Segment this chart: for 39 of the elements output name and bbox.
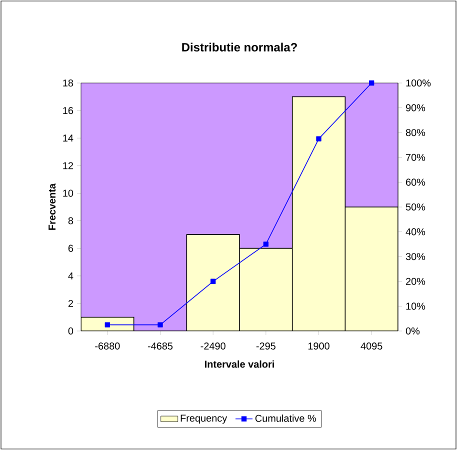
point [104, 322, 110, 328]
x-tick-label: 4095 [360, 342, 382, 350]
x-tick-label: -2490 [200, 342, 226, 350]
y-tick-label: 18 [63, 79, 74, 87]
y-tick-label: 4 [68, 272, 74, 280]
point [263, 242, 269, 247]
point [210, 278, 216, 284]
y-tick-label: 8 [68, 217, 74, 224]
y2-tick-label: 40% [406, 228, 426, 236]
y2-tick-label: 70% [406, 154, 426, 161]
y2-tick-label: 60% [406, 178, 426, 186]
point [316, 136, 322, 142]
legend-label: Frequency [180, 414, 228, 424]
y-axis-title: Frecventa [48, 183, 56, 230]
y-tick-label: 14 [63, 134, 74, 142]
bar [81, 317, 134, 331]
y-tick-label: 16 [63, 107, 74, 114]
y2-tick-label: 20% [406, 278, 426, 285]
y-tick-label: 12 [63, 162, 73, 170]
y2-tick-label: 0% [406, 327, 420, 335]
x-tick-label: -4685 [148, 342, 173, 350]
y2-tick-label: 30% [406, 253, 426, 260]
y-tick-label: 6 [68, 244, 74, 252]
chart-title: Distributie normala? [182, 42, 297, 52]
y2-tick-label: 10% [406, 302, 426, 310]
x-axis-title: Intervale valori [205, 360, 274, 368]
point [368, 80, 374, 86]
point [158, 322, 163, 328]
legend-label: Cumulative % [255, 414, 316, 422]
x-tick-label: -295 [256, 342, 276, 350]
y-tick-label: 0 [68, 327, 74, 335]
x-tick-label: 1900 [308, 342, 330, 350]
y2-tick-label: 50% [406, 203, 426, 211]
y-tick-label: 10 [63, 190, 74, 197]
y2-tick-label: 90% [406, 104, 426, 112]
x-tick-label: -6880 [95, 342, 120, 350]
y2-tick-label: 80% [406, 129, 426, 136]
y2-tick-label: 100% [406, 79, 431, 87]
y-tick-label: 2 [68, 300, 73, 307]
